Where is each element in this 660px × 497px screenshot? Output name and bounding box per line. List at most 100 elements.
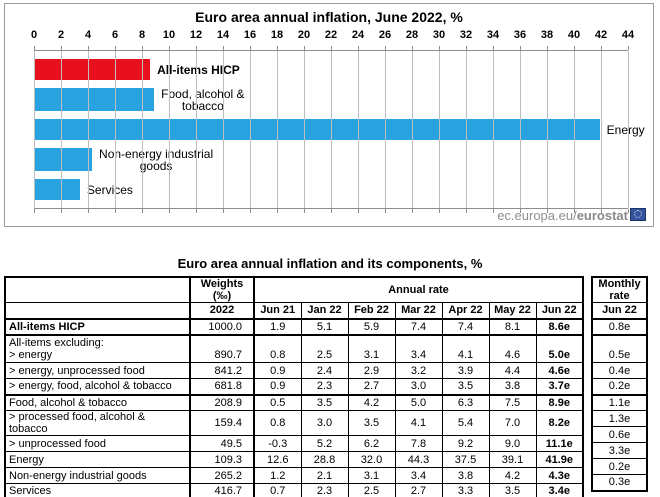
axis-tick-mark xyxy=(277,46,278,50)
gridline xyxy=(439,51,440,208)
bar-row: Energy xyxy=(34,119,645,140)
axis-tick-mark xyxy=(61,46,62,50)
monthly-rate-cell: 0.8e xyxy=(591,318,648,336)
weight-cell: 416.7 xyxy=(189,483,255,497)
rate-cell: 8.6e xyxy=(535,318,584,336)
rate-cell: 8.2e xyxy=(535,410,584,436)
rate-cell: 5.0e xyxy=(535,334,584,363)
axis-tick-label: 34 xyxy=(486,29,500,41)
axis-tick-mark xyxy=(88,209,89,213)
chart-bar xyxy=(34,179,80,200)
axis-tick-label: 16 xyxy=(243,29,257,41)
rate-cell: 7.4 xyxy=(441,318,490,336)
rate-cell: 2.3 xyxy=(300,483,349,497)
rate-cell: 7.5 xyxy=(488,394,537,411)
main-table-body: All-items HICP 1000.0 1.9 5.1 5.9 7.4 7.4 8.1 8.… xyxy=(4,318,584,497)
bar-label: Non-energy industrial goods xyxy=(99,146,214,173)
gridline xyxy=(34,51,35,208)
axis-tick-mark xyxy=(412,46,413,50)
axis-tick-mark xyxy=(547,46,548,50)
monthly-table-row: 3.3e xyxy=(591,442,648,459)
axis-tick-label: 0 xyxy=(30,29,38,41)
gridline xyxy=(547,51,548,208)
rate-cell: 0.9 xyxy=(253,378,302,396)
rate-cell: 2.5 xyxy=(300,334,349,363)
row-label: > processed food, alcohol & tobacco xyxy=(4,410,191,436)
row-label: Non-energy industrial goods xyxy=(4,467,191,484)
monthly-rate-cell: 0.2e xyxy=(591,458,648,475)
rate-cell: 9.2 xyxy=(441,435,490,452)
monthly-rate-table: Monthly rate Jun 22 0.8e 0.5e 0.4e 0.2e 1.1e 1… xyxy=(591,276,648,492)
rate-cell: 5.1 xyxy=(300,318,349,336)
monthly-table-row: 0.8e xyxy=(591,318,648,336)
gridline xyxy=(61,51,62,208)
weight-cell: 265.2 xyxy=(189,467,255,484)
axis-tick-mark xyxy=(439,46,440,50)
gridline xyxy=(250,51,251,208)
rate-cell: 44.3 xyxy=(394,451,443,468)
monthly-rate-cell: 0.6e xyxy=(591,426,648,443)
rate-cell: 4.1 xyxy=(441,334,490,363)
rate-cell: 7.0 xyxy=(488,410,537,436)
rate-cell: 3.8 xyxy=(441,467,490,484)
axis-tick-label: 42 xyxy=(594,29,608,41)
axis-tick-mark xyxy=(385,209,386,213)
rate-cell: 3.0 xyxy=(394,378,443,396)
axis-tick-mark xyxy=(250,209,251,213)
rate-cell: 3.4 xyxy=(394,467,443,484)
row-label: All-items HICP xyxy=(4,318,191,336)
axis-tick-mark xyxy=(250,46,251,50)
axis-tick-label: 18 xyxy=(270,29,284,41)
watermark-prefix: ec.europa.eu/ xyxy=(497,208,577,223)
rate-cell: 39.1 xyxy=(488,451,537,468)
corner-cell xyxy=(4,276,191,303)
table-row: Food, alcohol & tobacco 208.9 0.5 3.5 4.2 5.0… xyxy=(4,394,584,411)
rate-cell: 2.9 xyxy=(347,362,396,379)
rate-cell: 2.1 xyxy=(300,467,349,484)
monthly-header-line2: rate xyxy=(609,290,630,302)
axis-tick-mark xyxy=(34,209,35,213)
gridline xyxy=(223,51,224,208)
axis-tick-label: 38 xyxy=(540,29,554,41)
axis-tick-mark xyxy=(358,46,359,50)
row-label: Food, alcohol & tobacco xyxy=(4,394,191,411)
axis-tick-label: 24 xyxy=(351,29,365,41)
rate-cell: 5.2 xyxy=(300,435,349,452)
rate-cell: 4.6e xyxy=(535,362,584,379)
tables-container: Weights (‰) Annual rate 2022 Jun 21 Jan 22 F… xyxy=(4,276,648,497)
rate-cell: 3.5 xyxy=(347,410,396,436)
rate-cell: 3.7e xyxy=(535,378,584,396)
rate-cell: 3.1 xyxy=(347,467,396,484)
row-label: Energy xyxy=(4,451,191,468)
rate-cell: 41.9e xyxy=(535,451,584,468)
rate-cell: 0.8 xyxy=(253,410,302,436)
axis-tick-mark xyxy=(628,46,629,50)
axis-tick-mark xyxy=(169,209,170,213)
month-header: Mar 22 xyxy=(394,302,443,320)
axis-tick-label: 44 xyxy=(621,29,635,41)
axis-tick-mark xyxy=(466,209,467,213)
rate-cell: 3.8 xyxy=(488,378,537,396)
axis-tick-label: 20 xyxy=(297,29,311,41)
rate-cell: 2.7 xyxy=(347,378,396,396)
weight-cell: 159.4 xyxy=(189,410,255,436)
bar-rows: All-items HICP Food, alcohol & tobacco Ener… xyxy=(34,51,645,208)
axis-tick-mark xyxy=(574,209,575,213)
rate-cell: 9.0 xyxy=(488,435,537,452)
monthly-month-header: Jun 22 xyxy=(591,302,648,320)
axis-labels: 0 2 4 6 8 10 12 14 16 18 20 22 24 26 28 30 32 34 36 38 40 42 4… xyxy=(30,29,634,43)
table-row: Non-energy industrial goods 265.2 1.2 2.1 3.… xyxy=(4,467,584,484)
axis-tick-mark xyxy=(115,209,116,213)
table-row: > processed food, alcohol & tobacco 159.4… xyxy=(4,410,584,436)
axis-tick-mark xyxy=(493,209,494,213)
monthly-rate-cell: 3.3e xyxy=(591,442,648,459)
rate-cell: 3.9 xyxy=(441,362,490,379)
monthly-table-row: 0.3e xyxy=(591,474,648,491)
axis-tick-mark xyxy=(304,209,305,213)
gridline xyxy=(142,51,143,208)
weight-cell: 109.3 xyxy=(189,451,255,468)
gridline xyxy=(196,51,197,208)
rate-cell: 3.3 xyxy=(441,483,490,497)
axis-tick-mark xyxy=(412,209,413,213)
